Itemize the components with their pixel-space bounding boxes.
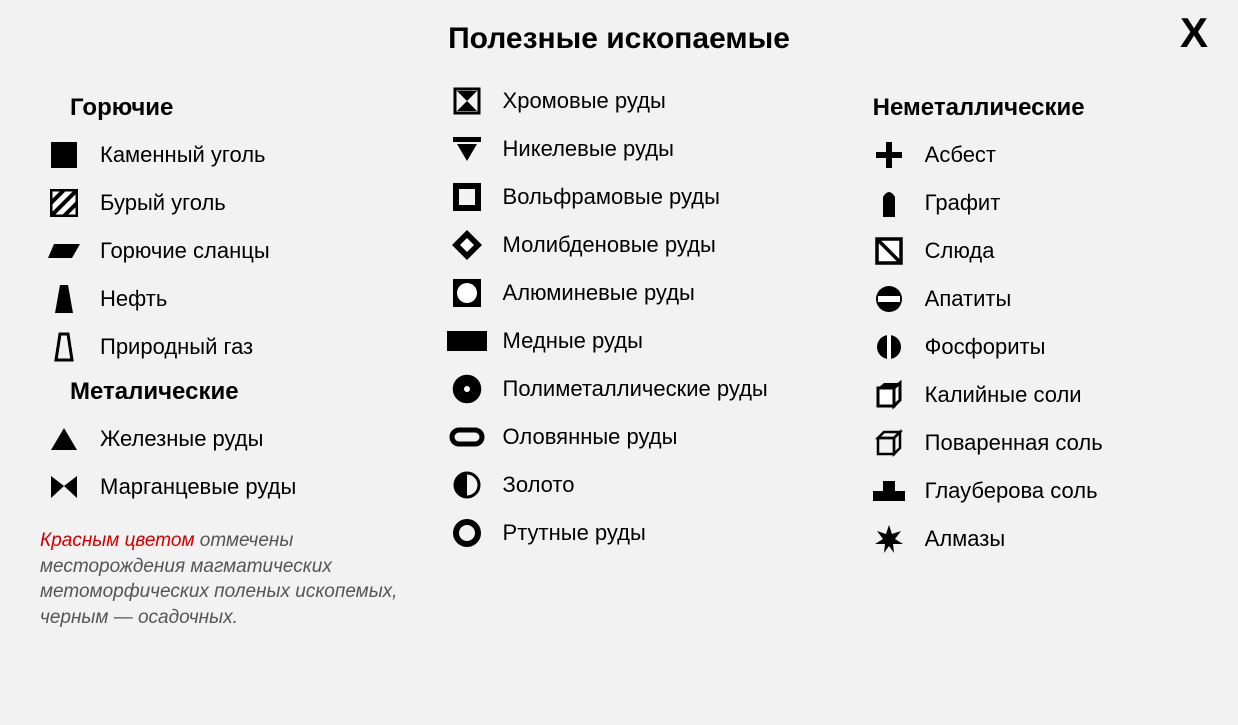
legend-item-label: Железные руды	[100, 426, 263, 452]
rect-filled-icon	[443, 324, 491, 358]
legend-item-label: Алюминевые руды	[503, 280, 695, 306]
circle-vert-bar-icon	[865, 330, 913, 364]
section-metallic-items-b: Хромовые руды Никелевые руды Вольфрамовые …	[443, 84, 835, 550]
legend-item: Никелевые руды	[443, 132, 835, 166]
legend-item: Каменный уголь	[40, 138, 413, 172]
ring-thick-icon	[443, 516, 491, 550]
section-fuels-title: Горючие	[70, 94, 413, 122]
legend-item-label: Калийные соли	[925, 382, 1082, 408]
legend-item-label: Никелевые руды	[503, 136, 674, 162]
column-3: Неметаллические Асбест Графит Слюда Апатиты…	[865, 84, 1198, 631]
lozenge-outline-icon	[443, 420, 491, 454]
legend-item-label: Каменный уголь	[100, 142, 266, 168]
legend-item-label: Асбест	[925, 142, 996, 168]
triangle-down-bar-icon	[443, 132, 491, 166]
legend-item: Нефть	[40, 282, 413, 316]
section-metallic-items-a: Железные руды Марганцевые руды	[40, 422, 413, 504]
legend-item-label: Апатиты	[925, 286, 1012, 312]
legend-item-label: Молибденовые руды	[503, 232, 716, 258]
legend-item: Медные руды	[443, 324, 835, 358]
half-circle-icon	[443, 468, 491, 502]
legend-item-label: Вольфрамовые руды	[503, 184, 720, 210]
legend-item: Оловянные руды	[443, 420, 835, 454]
legend-item-label: Природный газ	[100, 334, 253, 360]
section-fuels-items: Каменный уголь Бурый уголь Горючие сланцы Н…	[40, 138, 413, 364]
legend-item: Вольфрамовые руды	[443, 180, 835, 214]
diamond-nested-icon	[443, 228, 491, 262]
note-red: Красным цветом	[40, 530, 195, 551]
parallelogram-icon	[40, 234, 88, 268]
black-square-icon	[40, 138, 88, 172]
legend-columns: Горючие Каменный уголь Бурый уголь Горючие…	[40, 84, 1198, 631]
square-outline-thick-icon	[443, 180, 491, 214]
legend-note: Красным цветом отмечены месторождения ма…	[40, 528, 400, 631]
legend-item-label: Марганцевые руды	[100, 474, 296, 500]
legend-item-label: Полиметаллические руды	[503, 376, 768, 402]
legend-item-label: Поваренная соль	[925, 430, 1103, 456]
legend-item: Золото	[443, 468, 835, 502]
legend-item-label: Хромовые руды	[503, 88, 666, 114]
legend-item: Асбест	[865, 138, 1198, 172]
legend-item-label: Медные руды	[503, 328, 643, 354]
legend-item: Бурый уголь	[40, 186, 413, 220]
t-block-icon	[865, 474, 913, 508]
legend-item: Фосфориты	[865, 330, 1198, 364]
star8-icon	[865, 522, 913, 556]
legend-item-label: Оловянные руды	[503, 424, 678, 450]
legend-item: Алмазы	[865, 522, 1198, 556]
legend-item: Глауберова соль	[865, 474, 1198, 508]
legend-item-label: Слюда	[925, 238, 995, 264]
legend-item: Калийные соли	[865, 378, 1198, 412]
legend-item: Природный газ	[40, 330, 413, 364]
triangle-filled-icon	[40, 422, 88, 456]
no-entry-icon	[865, 282, 913, 316]
trapezoid-filled-icon	[40, 282, 88, 316]
trapezoid-outline-icon	[40, 330, 88, 364]
diag-square-icon	[865, 234, 913, 268]
plus-icon	[865, 138, 913, 172]
legend-item: Ртутные руды	[443, 516, 835, 550]
circle-white-blackbox-icon	[443, 276, 491, 310]
legend-item: Алюминевые руды	[443, 276, 835, 310]
radiation-icon	[443, 372, 491, 406]
legend-item: Поваренная соль	[865, 426, 1198, 460]
hourglass-icon	[443, 84, 491, 118]
page-title: Полезные ископаемые	[40, 22, 1198, 56]
legend-item: Хромовые руды	[443, 84, 835, 118]
hatched-square-icon	[40, 186, 88, 220]
manganese-icon	[40, 470, 88, 504]
cube-open-icon	[865, 378, 913, 412]
legend-item: Марганцевые руды	[40, 470, 413, 504]
legend-item-label: Глауберова соль	[925, 478, 1098, 504]
legend-item-label: Горючие сланцы	[100, 238, 270, 264]
legend-item: Полиметаллические руды	[443, 372, 835, 406]
legend-item-label: Алмазы	[925, 526, 1006, 552]
legend-item: Молибденовые руды	[443, 228, 835, 262]
section-nonmetallic-title: Неметаллические	[873, 94, 1198, 122]
section-metallic-title: Металические	[70, 378, 413, 406]
legend-item: Графит	[865, 186, 1198, 220]
section-nonmetallic-items: Асбест Графит Слюда Апатиты Фосфориты Калийны…	[865, 138, 1198, 556]
legend-item-label: Бурый уголь	[100, 190, 226, 216]
legend-item-label: Ртутные руды	[503, 520, 646, 546]
legend-item-label: Фосфориты	[925, 334, 1046, 360]
legend-item: Апатиты	[865, 282, 1198, 316]
legend-item: Горючие сланцы	[40, 234, 413, 268]
legend-item-label: Нефть	[100, 286, 167, 312]
cube-outline-icon	[865, 426, 913, 460]
legend-item-label: Графит	[925, 190, 1001, 216]
close-button[interactable]: X	[1180, 12, 1208, 54]
legend-item-label: Золото	[503, 472, 575, 498]
legend-item: Железные руды	[40, 422, 413, 456]
bullet-icon	[865, 186, 913, 220]
column-1: Горючие Каменный уголь Бурый уголь Горючие…	[40, 84, 413, 631]
column-2: Хромовые руды Никелевые руды Вольфрамовые …	[443, 84, 835, 631]
legend-item: Слюда	[865, 234, 1198, 268]
